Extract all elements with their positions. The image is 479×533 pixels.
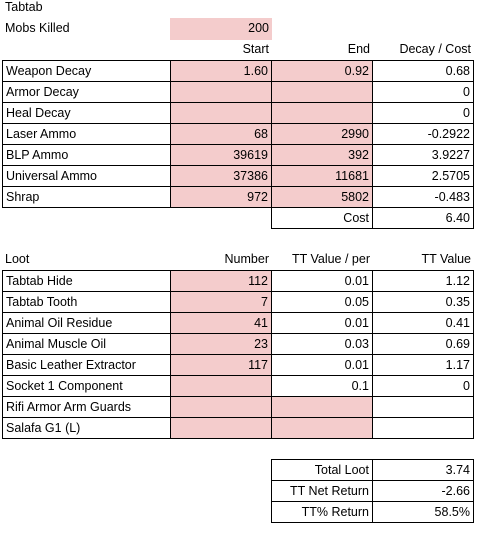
column-header: End (347, 42, 370, 56)
value: -0.2922 (372, 123, 474, 145)
row-label: Salafa G1 (L) (2, 417, 171, 439)
value (170, 375, 272, 397)
row-label: Laser Ammo (2, 123, 171, 145)
row-label: Mobs Killed (5, 21, 70, 35)
value: 972 (170, 186, 272, 208)
input-value: 200 (170, 18, 272, 40)
total-label: Cost (271, 207, 373, 229)
column-header: Start (242, 42, 269, 56)
value: 0.01 (271, 270, 373, 292)
row-label: Weapon Decay (2, 60, 171, 82)
row-label: Tabtab Hide (2, 270, 171, 292)
value (271, 417, 373, 439)
value: 392 (271, 144, 373, 166)
total-value: -2.66 (372, 480, 474, 502)
value: 1.12 (372, 270, 474, 292)
row-label: Armor Decay (2, 81, 171, 103)
total-value: 58.5% (372, 501, 474, 523)
value: 23 (170, 333, 272, 355)
total-value: 6.40 (372, 207, 474, 229)
value: 41 (170, 312, 272, 334)
sheet-title: Tabtab (5, 0, 43, 14)
row-label: Socket 1 Component (2, 375, 171, 397)
value: 112 (170, 270, 272, 292)
value: 0.01 (271, 354, 373, 376)
value (372, 417, 474, 439)
value: 1.60 (170, 60, 272, 82)
column-header: TT Value / per (291, 252, 370, 266)
value: 0.03 (271, 333, 373, 355)
value: 117 (170, 354, 272, 376)
row-label: Animal Muscle Oil (2, 333, 171, 355)
row-label: BLP Ammo (2, 144, 171, 166)
value: 0.1 (271, 375, 373, 397)
row-label: Tabtab Tooth (2, 291, 171, 313)
value: 0.01 (271, 312, 373, 334)
value: 0.69 (372, 333, 474, 355)
column-header: TT Value (421, 252, 471, 266)
value: 0 (372, 81, 474, 103)
row-label: Heal Decay (2, 102, 171, 124)
value (170, 396, 272, 418)
value: 11681 (271, 165, 373, 187)
value: 0.35 (372, 291, 474, 313)
row-label: Rifi Armor Arm Guards (2, 396, 171, 418)
value (271, 396, 373, 418)
value: 1.17 (372, 354, 474, 376)
value: 2990 (271, 123, 373, 145)
value (372, 396, 474, 418)
value: 0.68 (372, 60, 474, 82)
column-header: Loot (5, 252, 30, 266)
value (271, 81, 373, 103)
value: 39619 (170, 144, 272, 166)
row-label: Animal Oil Residue (2, 312, 171, 334)
value: 0.05 (271, 291, 373, 313)
value: 7 (170, 291, 272, 313)
value: 0 (372, 102, 474, 124)
row-label: Basic Leather Extractor (2, 354, 171, 376)
column-header: Decay / Cost (399, 42, 471, 56)
total-label: Total Loot (271, 459, 373, 481)
value: -0.483 (372, 186, 474, 208)
total-label: TT% Return (271, 501, 373, 523)
value (170, 102, 272, 124)
value (271, 102, 373, 124)
value: 3.9227 (372, 144, 474, 166)
total-value: 3.74 (372, 459, 474, 481)
row-label: Shrap (2, 186, 171, 208)
value: 68 (170, 123, 272, 145)
value: 0.41 (372, 312, 474, 334)
value (170, 81, 272, 103)
value: 0 (372, 375, 474, 397)
column-header: Number (224, 252, 269, 266)
row-label: Universal Ammo (2, 165, 171, 187)
value: 2.5705 (372, 165, 474, 187)
value: 0.92 (271, 60, 373, 82)
value: 37386 (170, 165, 272, 187)
value: 5802 (271, 186, 373, 208)
total-label: TT Net Return (271, 480, 373, 502)
value (170, 417, 272, 439)
